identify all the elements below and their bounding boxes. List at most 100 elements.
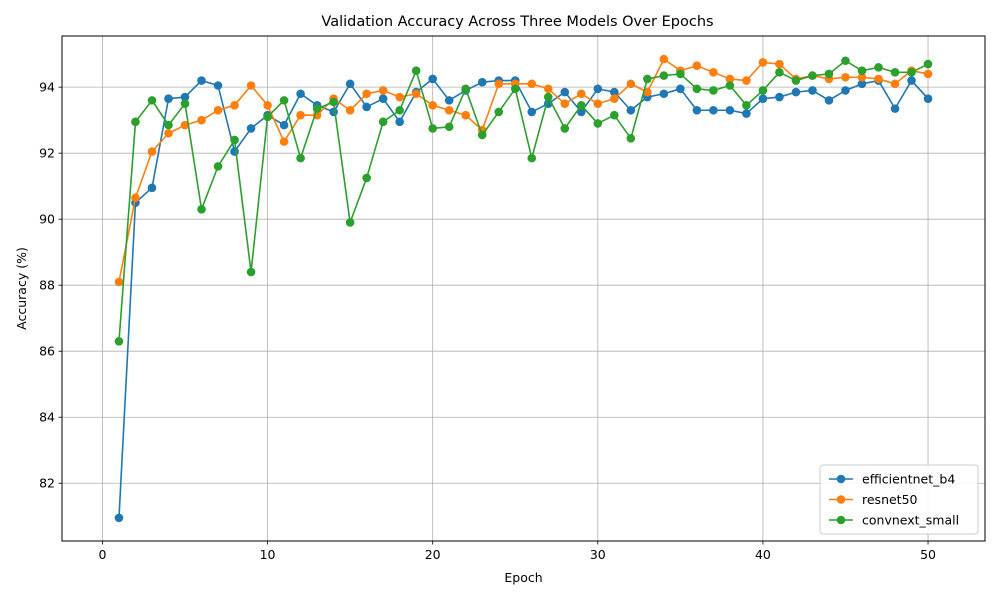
data-point	[758, 86, 768, 95]
data-point	[576, 107, 586, 117]
data-point	[742, 109, 751, 118]
data-point	[775, 92, 784, 102]
data-point	[643, 74, 652, 84]
data-point	[676, 69, 685, 79]
x-tick-label: 30	[590, 547, 606, 562]
data-point	[576, 101, 586, 110]
data-point	[296, 153, 305, 163]
data-point	[164, 94, 173, 104]
data-point	[395, 105, 404, 115]
data-point	[527, 153, 537, 163]
data-point	[230, 101, 239, 110]
data-point	[411, 66, 421, 75]
series-layer	[114, 54, 933, 523]
data-point	[874, 74, 883, 84]
data-point	[626, 105, 636, 115]
data-point	[279, 120, 289, 130]
data-point	[890, 79, 900, 89]
data-point	[824, 69, 834, 79]
data-point	[907, 68, 916, 77]
x-axis-title: Epoch	[504, 570, 542, 585]
data-point	[494, 79, 504, 89]
data-point	[461, 84, 471, 94]
data-point	[164, 120, 173, 130]
chart-title: Validation Accuracy Across Three Models …	[321, 14, 713, 30]
data-point	[279, 96, 289, 105]
legend-label: efficientnet_b4	[862, 472, 955, 487]
data-point	[725, 74, 735, 84]
data-point	[147, 96, 157, 105]
x-tick-label: 20	[425, 547, 441, 562]
data-point	[213, 81, 223, 90]
data-point	[742, 101, 751, 110]
data-point	[263, 112, 272, 122]
data-point	[378, 117, 388, 127]
data-point	[131, 117, 140, 127]
data-point	[444, 96, 454, 105]
data-point	[477, 77, 487, 87]
data-point	[659, 71, 669, 80]
y-tick-label: 82	[39, 476, 55, 491]
data-point	[197, 204, 206, 214]
series-convnext-small	[114, 56, 933, 346]
data-point	[329, 97, 338, 107]
data-point	[758, 58, 768, 67]
legend: efficientnet_b4 resnet50 convnext_small	[819, 464, 979, 535]
data-point	[428, 124, 437, 133]
data-point	[296, 110, 305, 120]
data-point	[543, 92, 553, 102]
data-point	[659, 54, 669, 64]
data-point	[114, 337, 124, 346]
data-point	[213, 162, 223, 171]
data-point	[923, 69, 933, 79]
y-tick-label: 90	[39, 212, 55, 227]
data-point	[659, 89, 669, 99]
data-point	[428, 101, 437, 110]
data-point	[527, 107, 537, 117]
data-point	[610, 94, 619, 104]
x-tick-label: 40	[755, 547, 771, 562]
data-point	[147, 147, 157, 156]
data-point	[775, 59, 784, 69]
data-point	[164, 129, 173, 138]
data-point	[923, 94, 933, 104]
data-point	[197, 115, 206, 125]
data-point	[213, 105, 223, 115]
data-point	[230, 135, 239, 145]
data-point	[725, 81, 735, 90]
data-point	[593, 84, 603, 94]
data-point	[510, 84, 520, 94]
data-point	[180, 99, 190, 108]
data-point	[725, 105, 735, 115]
data-point	[692, 84, 702, 94]
legend-marker	[836, 515, 846, 525]
legend-box	[819, 464, 979, 535]
data-point	[808, 86, 817, 95]
y-tick-label: 94	[39, 80, 55, 95]
data-point	[593, 119, 603, 128]
data-point	[362, 89, 371, 99]
data-point	[296, 89, 305, 99]
data-point	[378, 94, 388, 104]
data-point	[890, 68, 900, 77]
x-tick-label: 0	[98, 547, 106, 562]
data-point	[114, 277, 124, 287]
series-efficientnet-b4	[114, 74, 933, 523]
data-point	[610, 87, 619, 97]
data-point	[791, 76, 801, 85]
data-point	[444, 122, 454, 132]
legend-item: efficientnet_b4	[829, 472, 955, 487]
data-point	[709, 105, 718, 115]
data-point	[527, 79, 537, 89]
data-point	[841, 56, 850, 66]
x-tick-label: 10	[260, 547, 276, 562]
data-point	[841, 86, 850, 95]
data-point	[610, 110, 619, 120]
legend-marker	[836, 495, 846, 504]
data-point	[180, 120, 190, 130]
data-point	[345, 79, 355, 89]
legend-item: convnext_small	[829, 513, 959, 528]
y-tick-label: 86	[39, 344, 55, 359]
data-point	[362, 173, 371, 183]
y-axis-title: Accuracy (%)	[14, 247, 29, 330]
